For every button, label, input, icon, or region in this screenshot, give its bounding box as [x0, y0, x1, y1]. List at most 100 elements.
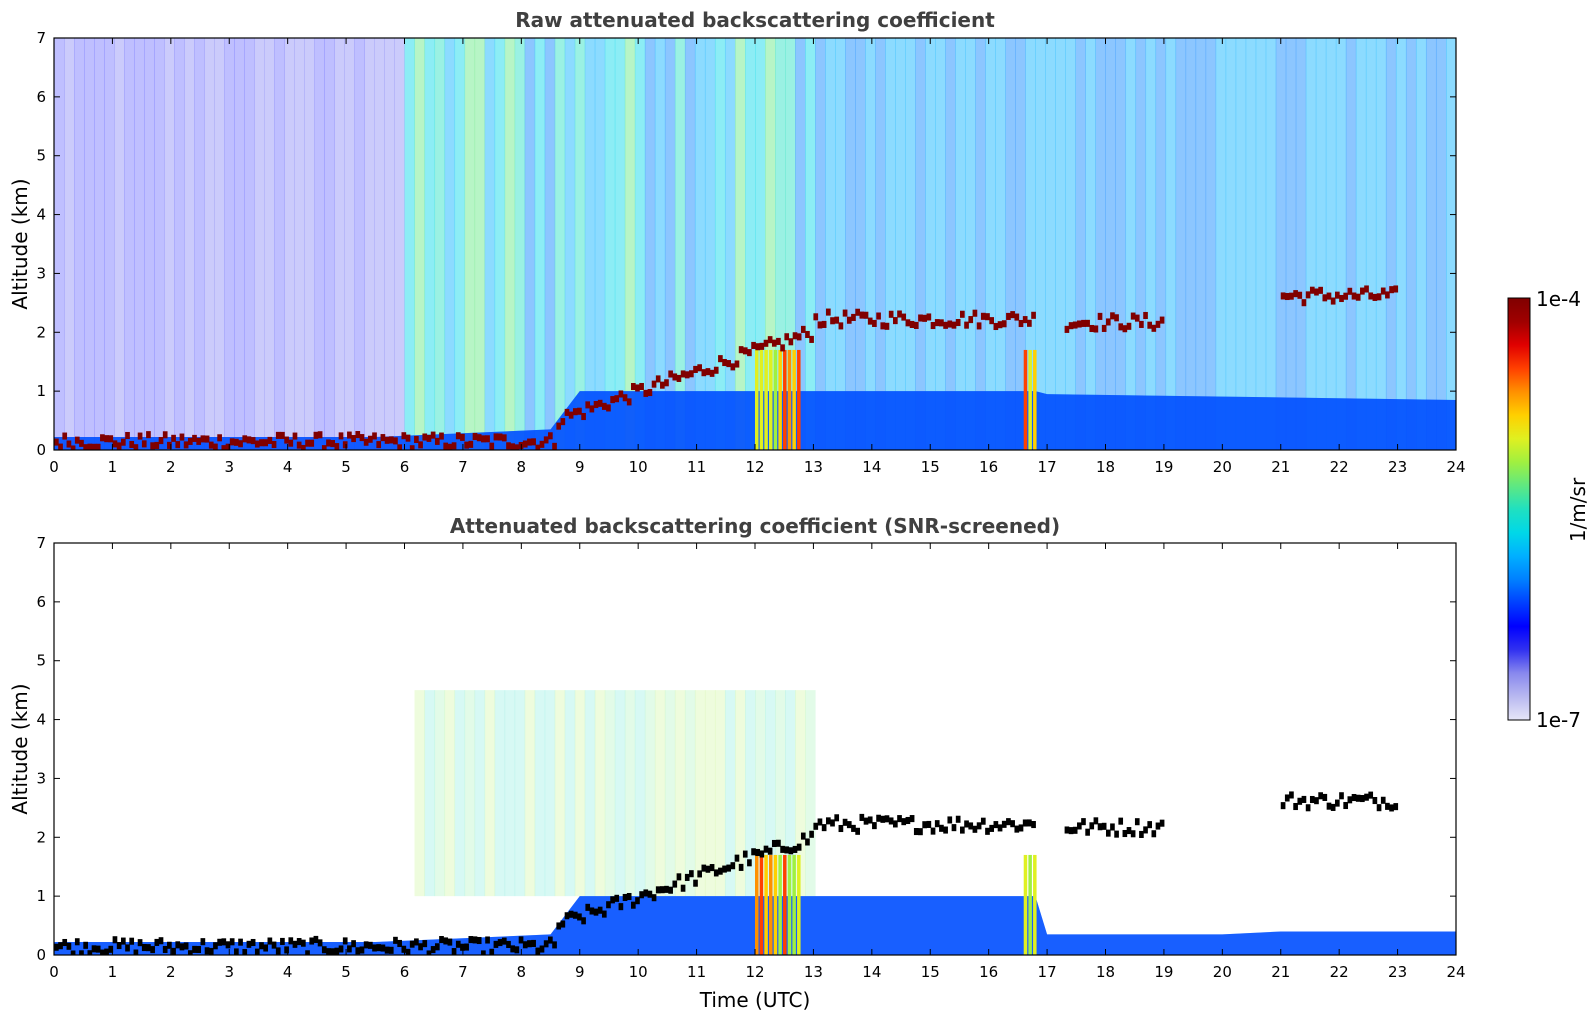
cloud-segment	[564, 912, 570, 920]
cloud-segment	[989, 824, 995, 832]
cloud-segment	[376, 944, 382, 952]
y-tick-label: 2	[36, 323, 46, 341]
cloud-segment	[1280, 292, 1286, 300]
cloud-segment	[1072, 826, 1078, 834]
noise-stripe	[835, 38, 846, 450]
cloud-segment	[805, 330, 810, 339]
noise-stripe	[434, 690, 446, 897]
cloud-segment	[552, 941, 557, 949]
cloud-segment	[905, 816, 911, 825]
cloud-segment	[309, 937, 315, 945]
noise-stripe	[494, 38, 506, 450]
cloud-segment	[1389, 804, 1394, 812]
noise-stripe	[694, 690, 706, 897]
cloud-segment	[1360, 287, 1365, 295]
noise-stripe	[524, 38, 536, 450]
cloud-segment	[800, 325, 806, 333]
cloud-segment	[876, 312, 881, 320]
cloud-segment	[539, 945, 545, 953]
cloud-segment	[221, 938, 227, 946]
cloud-segment	[771, 339, 777, 347]
cloud-segment	[66, 942, 72, 950]
cloud-segment	[539, 440, 545, 448]
noise-stripe	[1315, 38, 1327, 450]
cloud-segment	[1293, 802, 1298, 811]
cloud-segment	[217, 938, 222, 946]
cloud-segment	[1027, 319, 1032, 327]
noise-stripe	[344, 38, 355, 450]
cloud-segment	[535, 444, 541, 450]
cloud-segment	[548, 432, 553, 440]
cloud-segment	[1343, 292, 1349, 300]
cloud-segment	[1393, 803, 1399, 811]
noise-stripe	[724, 38, 736, 450]
x-tick-label: 18	[1096, 963, 1115, 981]
cloud-segment	[70, 950, 76, 955]
cloud-segment	[367, 435, 373, 443]
cloud-segment	[62, 938, 68, 947]
noise-stripe	[1325, 38, 1337, 450]
noise-stripe	[574, 38, 586, 450]
panel-raw: Raw attenuated backscattering coefficien…	[8, 8, 1466, 476]
cloud-segment	[872, 319, 877, 327]
cloud-segment	[543, 436, 549, 444]
cloud-segment	[618, 903, 624, 911]
cloud-segment	[1360, 794, 1365, 803]
cloud-segment	[171, 434, 176, 442]
cloud-segment	[141, 944, 147, 952]
cloud-segment	[284, 436, 289, 444]
cloud-segment	[800, 832, 806, 840]
cloud-segment	[254, 948, 260, 955]
cloud-segment	[618, 390, 624, 398]
noise-stripe	[744, 690, 756, 897]
cloud-segment	[1014, 313, 1020, 321]
cloud-segment	[355, 947, 361, 955]
cloud-segment	[985, 313, 990, 321]
noise-stripe	[404, 38, 416, 450]
cloud-segment	[447, 443, 453, 450]
x-tick-label: 9	[575, 458, 585, 476]
cloud-segment	[1147, 321, 1153, 329]
x-tick-label: 8	[517, 963, 527, 981]
cloud-segment	[947, 320, 953, 328]
cloud-segment	[834, 814, 840, 822]
cloud-segment	[734, 854, 740, 862]
cloud-segment	[497, 939, 503, 947]
cloud-segment	[447, 938, 453, 946]
cloud-segment	[934, 820, 940, 828]
cloud-segment	[1380, 796, 1386, 804]
cloud-segment	[476, 434, 482, 442]
cloud-segment	[116, 941, 122, 950]
precipitation-shaft	[773, 349, 778, 450]
cloud-segment	[514, 946, 520, 954]
cloud-segment	[792, 845, 798, 853]
cloud-segment	[955, 318, 961, 327]
cloud-segment	[263, 944, 269, 952]
cloud-segment	[809, 830, 814, 838]
cloud-segment	[535, 947, 541, 955]
noise-stripe	[564, 38, 576, 450]
precipitation-shaft	[1023, 349, 1028, 450]
cloud-segment	[626, 892, 632, 901]
noise-stripe	[594, 38, 606, 450]
noise-stripe	[1205, 38, 1217, 450]
cloud-segment	[718, 355, 723, 363]
cloud-segment	[221, 445, 227, 450]
y-tick-label: 1	[36, 887, 46, 905]
noise-stripe	[805, 38, 816, 450]
cloud-segment	[972, 309, 978, 317]
precipitation-shaft	[759, 349, 764, 450]
cloud-segment	[589, 405, 595, 413]
cloud-segment	[120, 438, 126, 446]
cloud-segment	[897, 310, 902, 318]
cloud-segment	[1385, 291, 1390, 299]
cloud-segment	[200, 938, 206, 946]
cloud-segment	[718, 867, 723, 875]
cloud-segment	[631, 383, 636, 391]
cloud-segment	[271, 440, 277, 449]
y-tick-label: 3	[36, 264, 46, 282]
cloud-segment	[577, 407, 582, 415]
cloud-segment	[552, 442, 557, 450]
noise-stripe	[494, 690, 506, 897]
